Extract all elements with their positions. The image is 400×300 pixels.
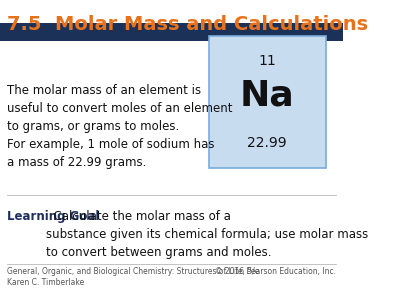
Text: 11: 11 [258,54,276,68]
Text: 7.5  Molar Mass and Calculations: 7.5 Molar Mass and Calculations [7,15,368,34]
Text: General, Organic, and Biological Chemistry: Structures of Life, 5/e
Karen C. Tim: General, Organic, and Biological Chemist… [7,267,259,287]
Text: 22.99: 22.99 [248,136,287,150]
FancyBboxPatch shape [0,22,343,40]
FancyBboxPatch shape [209,36,326,168]
Text: The molar mass of an element is
useful to convert moles of an element
to grams, : The molar mass of an element is useful t… [7,84,232,169]
Text: Calculate the molar mass of a
substance given its chemical formula; use molar ma: Calculate the molar mass of a substance … [46,210,368,259]
Text: © 2016 Pearson Education, Inc.: © 2016 Pearson Education, Inc. [215,267,336,276]
Text: Na: Na [240,79,295,113]
Text: Learning Goal: Learning Goal [7,210,99,223]
